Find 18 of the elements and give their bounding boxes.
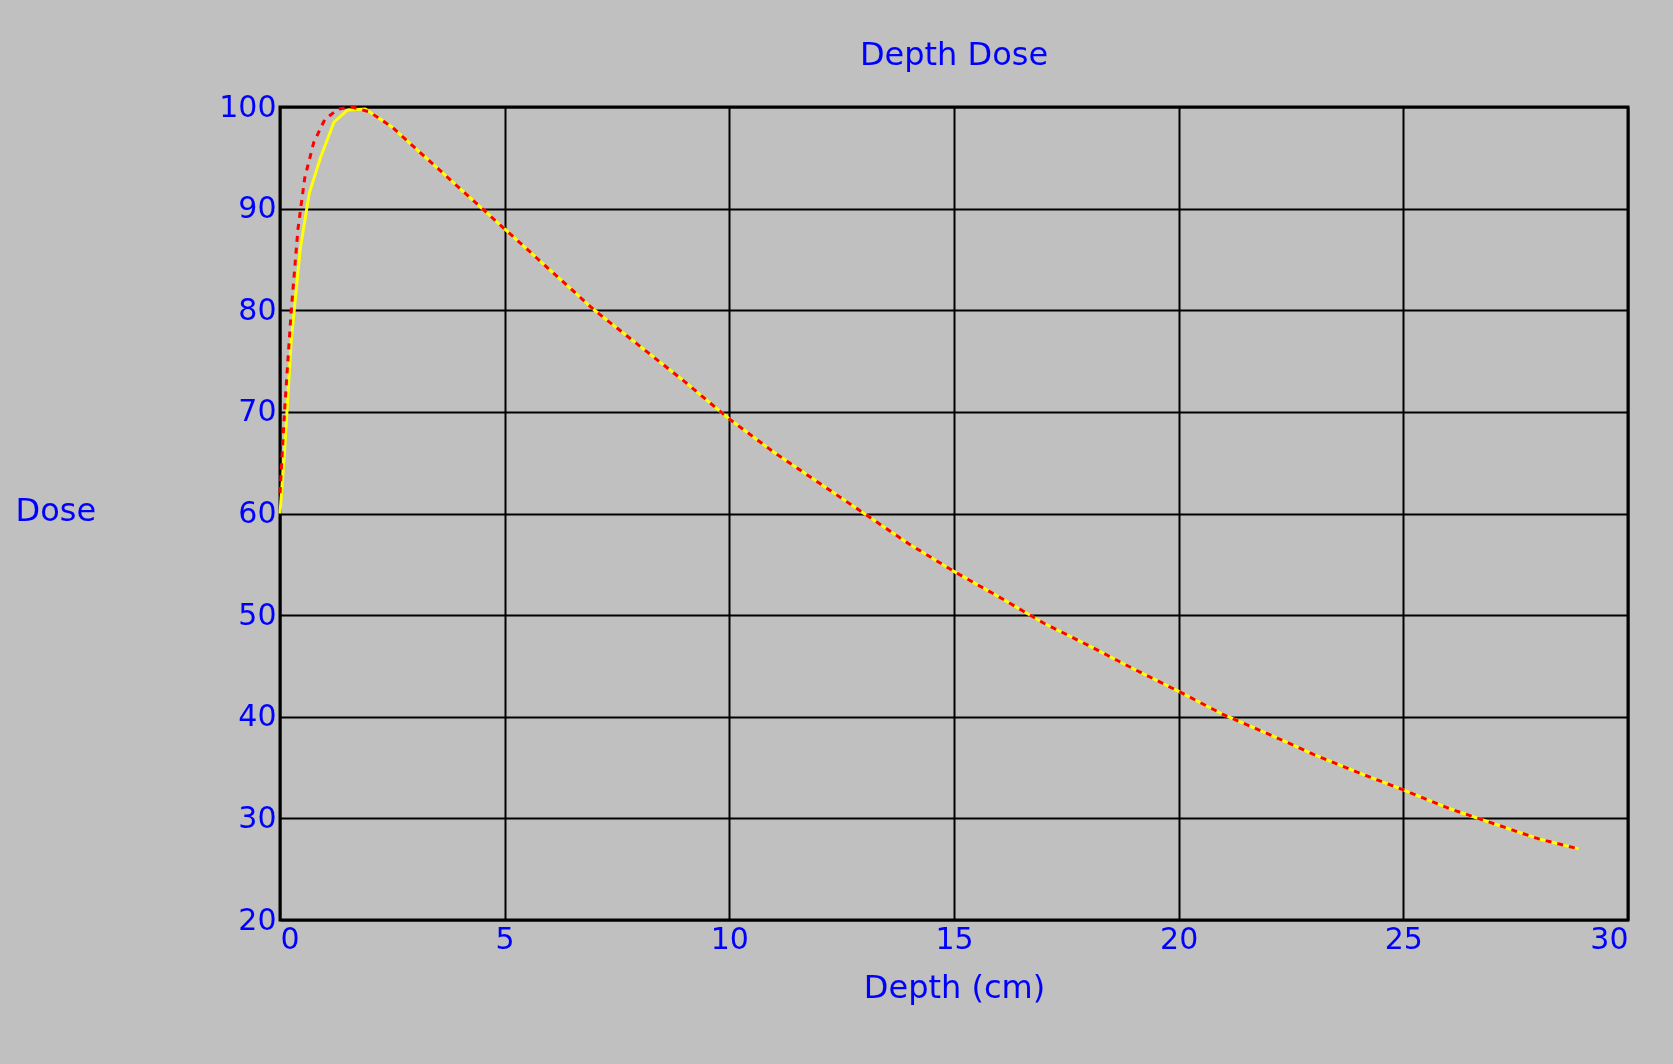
x-tick-label: 10	[710, 920, 749, 956]
x-tick-label: 30	[1590, 920, 1629, 956]
x-tick-label: 5	[495, 920, 515, 956]
y-tick-label: 60	[238, 495, 277, 530]
y-tick-label: 40	[238, 698, 277, 734]
chart-title: Depth Dose	[859, 35, 1049, 73]
y-tick-label: 90	[238, 190, 277, 226]
x-tick-label: 20	[1160, 920, 1199, 956]
x-tick-label: 25	[1384, 920, 1423, 956]
y-tick-label: 50	[238, 596, 277, 632]
y-tick-label: 80	[238, 291, 277, 327]
y-axis-title: Dose	[15, 490, 97, 529]
y-tick-label: 100	[219, 88, 277, 124]
x-axis-title: Depth (cm)	[863, 967, 1046, 1006]
x-tick-label: 0	[280, 920, 300, 956]
y-tick-label: 30	[238, 799, 277, 835]
y-tick-label: 70	[238, 393, 277, 429]
x-tick-label: 15	[935, 920, 974, 956]
